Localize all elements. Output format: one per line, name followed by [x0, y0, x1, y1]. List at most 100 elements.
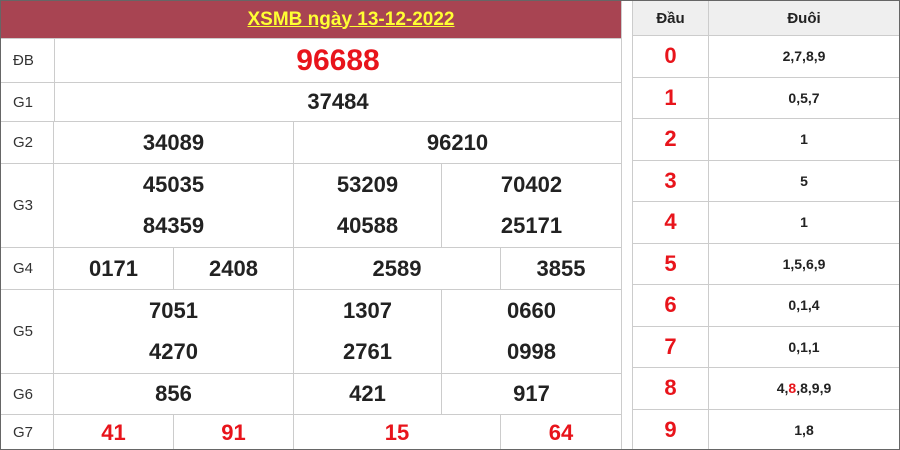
prize-label: G1	[1, 83, 55, 121]
results-table: XSMB ngày 13-12-2022 ĐB 96688 G1 37484 G2 340…	[1, 1, 622, 450]
prize-number: 4270	[54, 331, 294, 373]
prize-label: ĐB	[1, 39, 55, 82]
prize-label: G4	[1, 248, 54, 289]
prize-label: G3	[1, 164, 54, 247]
prize-number: 2589	[294, 248, 501, 289]
prize-row-G5: G5 7051 1307 0660 4270 2761 0998	[1, 289, 621, 373]
loto-header: Đầu Đuôi	[633, 1, 899, 35]
prize-number: 84359	[54, 205, 294, 247]
tail-digits: 4,8,8,9,9	[776, 380, 832, 397]
tail-digits: 2,7,8,9	[782, 48, 826, 65]
prize-number: 96210	[426, 129, 489, 155]
tail-digits: 0,1,1	[788, 338, 820, 355]
prize-label: G2	[1, 122, 54, 163]
prize-label: G6	[1, 374, 54, 414]
prize-row-G1: G1 37484	[1, 82, 621, 121]
tail-digit: 5	[800, 89, 808, 106]
head-digit: 3	[633, 160, 709, 201]
prize-number: 15	[294, 415, 501, 450]
tail-digits: 1	[709, 202, 899, 243]
prize-number: 25171	[500, 213, 563, 239]
tail-digit: 1	[811, 338, 820, 355]
prize-row-G6: G6 856 421 917	[1, 373, 621, 414]
tail-digit: 6	[805, 255, 814, 272]
prize-row-G3: G3 45035 53209 70402 84359 40588 25171	[1, 163, 621, 247]
prize-number: 2408	[174, 248, 294, 289]
prize-number: 0171	[54, 248, 174, 289]
tail-digit: 5	[800, 172, 808, 189]
prize-number: 0660	[507, 297, 556, 323]
tail-digit: 1	[800, 338, 808, 355]
prize-number: 856	[54, 374, 294, 414]
tail-digit: 7	[811, 89, 820, 106]
head-digit: 9	[633, 409, 709, 450]
tail-digit: 4	[776, 380, 785, 397]
loto-row: 0 2,7,8,9	[633, 35, 899, 77]
loto-row: 7 0,1,1	[633, 325, 899, 367]
prize-number: 34089	[54, 122, 294, 163]
prize-number: 7051	[54, 290, 294, 332]
head-digit: 6	[633, 285, 709, 326]
prize-number: 70402	[500, 171, 563, 197]
tail-digit: 9	[817, 255, 826, 272]
prize-number: 64	[548, 419, 574, 445]
tail-digit: 9	[811, 380, 820, 397]
tail-digit: 0	[788, 338, 797, 355]
tail-digit: 1	[800, 214, 808, 231]
prize-label: G5	[1, 290, 54, 373]
tail-digit: 7	[794, 48, 803, 65]
tail-digits: 0,5,7	[788, 89, 820, 106]
results-title[interactable]: XSMB ngày 13-12-2022	[247, 8, 455, 30]
tail-digit: 9	[823, 380, 832, 397]
prize-row-G4: G4 0171 2408 2589 3855	[1, 247, 621, 289]
tail-digit: 0	[788, 297, 797, 314]
loto-row: 1 0,5,7	[633, 76, 899, 118]
prize-number: 1307	[294, 290, 442, 332]
head-digit: 5	[633, 243, 709, 284]
prize-row-G7: G7 41 91 15 64	[1, 414, 621, 450]
results-header: XSMB ngày 13-12-2022	[1, 1, 621, 38]
tail-digits: 1	[709, 119, 899, 160]
tail-digits: 0,1,4	[788, 297, 820, 314]
tail-digit: 8	[800, 380, 808, 397]
prize-number: 45035	[54, 164, 294, 206]
prize-number: 40588	[294, 205, 442, 247]
tail-digits: 5	[709, 161, 899, 202]
prize-row-G2: G2 34089 96210	[1, 121, 621, 163]
tail-digit: 8	[805, 48, 814, 65]
prize-number: 917	[513, 381, 550, 406]
tail-digit: 5	[794, 255, 803, 272]
prize-number: 2761	[294, 331, 442, 373]
tail-digit: 1	[794, 421, 803, 438]
tail-digit: 9	[817, 48, 826, 65]
head-digit: 0	[633, 36, 709, 77]
prize-number: 41	[54, 415, 174, 450]
head-digit: 7	[633, 326, 709, 367]
head-digit: 4	[633, 202, 709, 243]
tail-digit: 2	[782, 48, 791, 65]
prize-number: 96688	[296, 43, 380, 77]
prize-row-ĐB: ĐB 96688	[1, 38, 621, 82]
prize-number: 0998	[507, 339, 556, 365]
tail-digit: 8	[788, 380, 797, 397]
prize-number: 53209	[294, 164, 442, 206]
prize-number: 37484	[307, 89, 369, 114]
prize-label: G7	[1, 415, 54, 450]
tail-digit: 1	[782, 255, 791, 272]
prize-number: 91	[174, 415, 294, 450]
tail-digit: 0	[788, 89, 797, 106]
tail-column-label: Đuôi	[787, 9, 821, 27]
tail-digit: 8	[805, 421, 814, 438]
head-digit: 2	[633, 119, 709, 160]
tail-digit: 1	[800, 131, 808, 148]
tail-digits: 1,8	[794, 421, 814, 438]
prize-number: 3855	[536, 255, 586, 281]
head-digit: 8	[633, 368, 709, 409]
